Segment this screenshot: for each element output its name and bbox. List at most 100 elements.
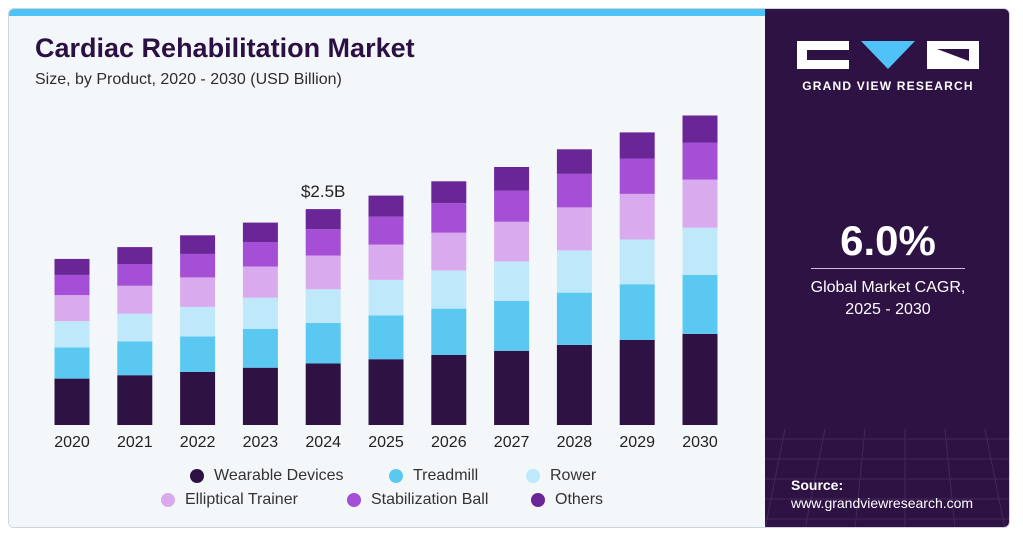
legend-label: Stabilization Ball bbox=[371, 491, 489, 508]
chart-subtitle: Size, by Product, 2020 - 2030 (USD Billi… bbox=[35, 71, 342, 88]
x-tick-label-2028: 2028 bbox=[557, 434, 593, 451]
bar-segment-2021-3 bbox=[117, 285, 153, 314]
bar-segment-2021-4 bbox=[117, 263, 153, 286]
grid-pattern-decoration bbox=[765, 428, 1009, 527]
bar-segment-2024-0 bbox=[305, 363, 341, 425]
cagr-divider bbox=[811, 268, 965, 269]
bar-segment-2026-3 bbox=[431, 232, 467, 271]
legend-swatch bbox=[526, 469, 540, 483]
data-label-2024: $2.5B bbox=[301, 182, 345, 201]
legend-swatch bbox=[531, 493, 545, 507]
brand-name: GRAND VIEW RESEARCH bbox=[802, 79, 974, 93]
bar-segment-2025-0 bbox=[368, 359, 404, 425]
bar-segment-2024-2 bbox=[305, 289, 341, 323]
bar-segment-2023-5 bbox=[242, 222, 278, 242]
bar-segment-2022-2 bbox=[180, 306, 216, 337]
bar-segment-2024-5 bbox=[305, 209, 341, 230]
bar-segment-2027-4 bbox=[494, 190, 530, 222]
bar-segment-2030-3 bbox=[682, 179, 718, 228]
bar-segment-2028-0 bbox=[556, 344, 592, 425]
legend-label: Elliptical Trainer bbox=[185, 491, 298, 508]
bar-segment-2021-5 bbox=[117, 247, 153, 264]
bar-segment-2026-2 bbox=[431, 270, 467, 309]
grand-view-research-logo bbox=[797, 41, 979, 69]
accent-bar bbox=[9, 9, 765, 16]
cagr-label-line1: Global Market CAGR, bbox=[810, 279, 966, 296]
bar-segment-2020-0 bbox=[54, 378, 90, 425]
bar-segment-2021-0 bbox=[117, 375, 153, 425]
bar-segment-2027-5 bbox=[494, 167, 530, 191]
bar-segment-2024-1 bbox=[305, 323, 341, 364]
bar-segment-2027-3 bbox=[494, 221, 530, 262]
bar-segment-2023-2 bbox=[242, 297, 278, 329]
bar-segment-2027-1 bbox=[494, 301, 530, 351]
bar-segment-2025-1 bbox=[368, 315, 404, 360]
bar-segment-2025-2 bbox=[368, 280, 404, 316]
bar-segment-2021-1 bbox=[117, 341, 153, 376]
bar-segment-2025-5 bbox=[368, 195, 404, 217]
bar-segment-2029-2 bbox=[619, 239, 655, 285]
bar-segment-2026-4 bbox=[431, 203, 467, 233]
bar-segment-2020-3 bbox=[54, 295, 90, 322]
bar-segment-2029-0 bbox=[619, 339, 655, 425]
cagr-value: 6.0% bbox=[840, 217, 936, 264]
x-tick-label-2022: 2022 bbox=[180, 434, 216, 451]
stacked-bar-chart: 2020 2021 2022 2023 2024 $2.5B 2025 2026 2027 202… bbox=[54, 115, 718, 451]
bar-segment-2030-4 bbox=[682, 142, 718, 180]
x-tick-label-2029: 2029 bbox=[619, 434, 655, 451]
bar-segment-2023-1 bbox=[242, 328, 278, 368]
bar-segment-2026-5 bbox=[431, 181, 467, 204]
x-tick-label-2020: 2020 bbox=[54, 434, 90, 451]
bar-segment-2020-1 bbox=[54, 347, 90, 379]
x-tick-label-2030: 2030 bbox=[682, 434, 718, 451]
bar-segment-2029-5 bbox=[619, 132, 655, 159]
bar-segment-2025-3 bbox=[368, 244, 404, 280]
bar-segment-2029-4 bbox=[619, 158, 655, 194]
legend-label: Wearable Devices bbox=[214, 467, 344, 484]
bar-segment-2028-4 bbox=[556, 173, 592, 208]
bar-segment-2020-4 bbox=[54, 274, 90, 296]
legend-label: Others bbox=[555, 491, 604, 508]
bar-segment-2029-1 bbox=[619, 284, 655, 340]
legend-item-rower: Rower bbox=[526, 467, 596, 485]
bar-segment-2030-1 bbox=[682, 274, 718, 334]
bar-segment-2022-4 bbox=[180, 253, 216, 278]
side-panel: GRAND VIEW RESEARCH 6.0% Global Market C… bbox=[765, 9, 1009, 527]
bar-segment-2024-3 bbox=[305, 255, 341, 290]
legend-item-stabilization-ball: Stabilization Ball bbox=[347, 491, 488, 509]
bar-segment-2021-2 bbox=[117, 313, 153, 342]
legend-swatch bbox=[347, 493, 361, 507]
x-tick-label-2024: 2024 bbox=[305, 434, 341, 451]
bar-segment-2026-0 bbox=[431, 355, 467, 425]
bar-segment-2030-2 bbox=[682, 227, 718, 275]
x-tick-label-2023: 2023 bbox=[243, 434, 279, 451]
source-link[interactable]: www.grandviewresearch.com bbox=[791, 495, 974, 511]
bar-segment-2022-1 bbox=[180, 336, 216, 372]
source-label: Source: bbox=[791, 477, 844, 493]
bar-segment-2022-5 bbox=[180, 235, 216, 254]
bar-segment-2020-2 bbox=[54, 321, 90, 348]
bar-segment-2030-5 bbox=[682, 115, 718, 143]
x-tick-label-2025: 2025 bbox=[368, 434, 404, 451]
cagr-label: Global Market CAGR, 2025 - 2030 bbox=[765, 277, 1009, 321]
legend-item-others: Others bbox=[531, 491, 603, 509]
bar-segment-2024-4 bbox=[305, 229, 341, 256]
legend-item-wearable-devices: Wearable Devices bbox=[190, 467, 344, 485]
legend-swatch bbox=[389, 469, 403, 483]
x-tick-label-2026: 2026 bbox=[431, 434, 467, 451]
bar-segment-2028-1 bbox=[556, 292, 592, 345]
bar-segment-2029-3 bbox=[619, 194, 655, 240]
bar-segment-2028-3 bbox=[556, 207, 592, 251]
bar-segment-2028-2 bbox=[556, 250, 592, 293]
legend-label: Rower bbox=[550, 467, 597, 484]
x-tick-label-2021: 2021 bbox=[117, 434, 153, 451]
bar-segment-2025-4 bbox=[368, 216, 404, 245]
bar-segment-2023-4 bbox=[242, 242, 278, 267]
x-tick-label-2027: 2027 bbox=[494, 434, 530, 451]
bar-segment-2027-2 bbox=[494, 261, 530, 301]
bar-segment-2028-5 bbox=[556, 149, 592, 174]
chart-title: Cardiac Rehabilitation Market bbox=[35, 33, 415, 63]
bar-segment-2020-5 bbox=[54, 258, 90, 275]
bar-segment-2027-0 bbox=[494, 350, 530, 425]
bar-segment-2023-0 bbox=[242, 367, 278, 425]
